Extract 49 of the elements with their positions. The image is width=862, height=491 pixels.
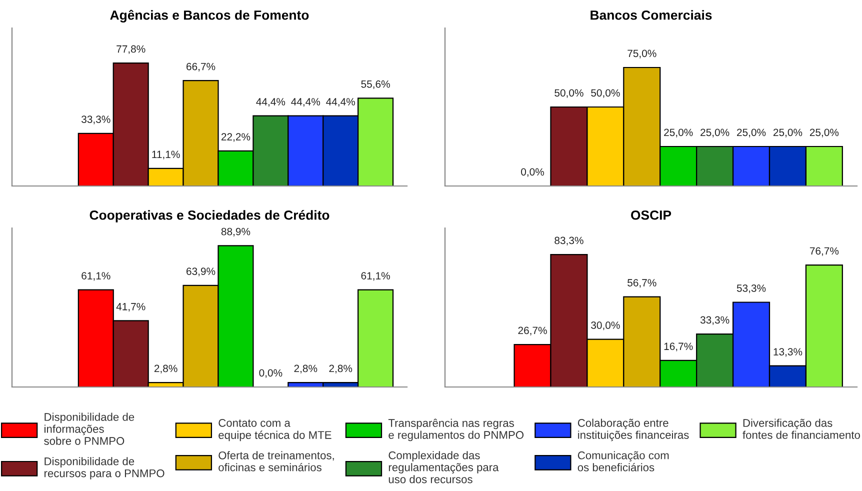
chart-title: OSCIP — [631, 210, 672, 220]
data-label: 2,8% — [294, 364, 318, 374]
data-label: 0,0% — [521, 168, 544, 177]
chart-title: Bancos Comerciais — [590, 10, 712, 20]
data-label: 25,0% — [664, 128, 693, 138]
data-label: 16,7% — [664, 342, 693, 352]
data-label: 33,3% — [700, 316, 730, 325]
legend-label: Disponibilidade de informações sobre o PNMPO — [44, 412, 134, 445]
data-label: 61,1% — [361, 272, 390, 281]
data-label: 25,0% — [773, 128, 802, 138]
data-label: 53,3% — [736, 284, 766, 294]
data-label: 33,3% — [82, 116, 110, 124]
legend-label: Disponibilidade de recursos para o PNMPO — [44, 457, 164, 480]
data-label: 2,8% — [154, 364, 178, 374]
legend-label: Diversificação das fontes de financiamento — [742, 418, 860, 439]
data-label: 44,4% — [326, 98, 355, 107]
data-label: 83,3% — [554, 236, 584, 246]
data-label: 61,1% — [82, 272, 110, 281]
data-label: 26,7% — [518, 326, 547, 336]
data-label: 50,0% — [554, 89, 584, 98]
data-label: 63,9% — [186, 268, 216, 276]
data-label: 41,7% — [116, 302, 146, 312]
legend-label: Oferta de treinamentos, oficinas e seminários — [218, 451, 334, 472]
data-label: 25,0% — [810, 128, 839, 138]
legend-label: Contato com a equipe técnica do MTE — [218, 418, 332, 442]
data-label: 44,4% — [256, 98, 286, 107]
data-label: 55,6% — [361, 80, 390, 89]
data-label: 30,0% — [591, 322, 620, 330]
data-label: 22,2% — [221, 133, 250, 142]
legend-label: Comunicação com os beneficiários — [578, 451, 669, 472]
data-label: 13,3% — [774, 348, 802, 357]
legend-label: Transparência nas regras e regulamentos do PNMPO — [388, 418, 524, 442]
data-label: 44,4% — [291, 98, 320, 107]
data-label: 25,0% — [700, 128, 730, 138]
legend-label: Colaboração entre instituições financeiras — [578, 418, 689, 442]
data-label: 76,7% — [810, 247, 839, 256]
data-label: 66,7% — [186, 62, 216, 72]
data-label: 77,8% — [116, 45, 146, 54]
data-label: 2,8% — [329, 364, 352, 374]
data-label: 25,0% — [737, 128, 766, 138]
chart-title: Agências e Bancos de Fomento — [110, 10, 309, 22]
data-label: 50,0% — [591, 89, 620, 98]
legend-label: Complexidade das regulamentações para uso dos recursos — [388, 451, 499, 484]
data-label: 11,1% — [152, 150, 180, 160]
data-label: 56,7% — [628, 279, 656, 288]
data-label: 75,0% — [628, 50, 656, 58]
chart-title: Cooperativas e Sociedades de Crédito — [90, 210, 330, 222]
data-label: 0,0% — [259, 369, 282, 378]
data-label: 88,9% — [221, 228, 250, 236]
